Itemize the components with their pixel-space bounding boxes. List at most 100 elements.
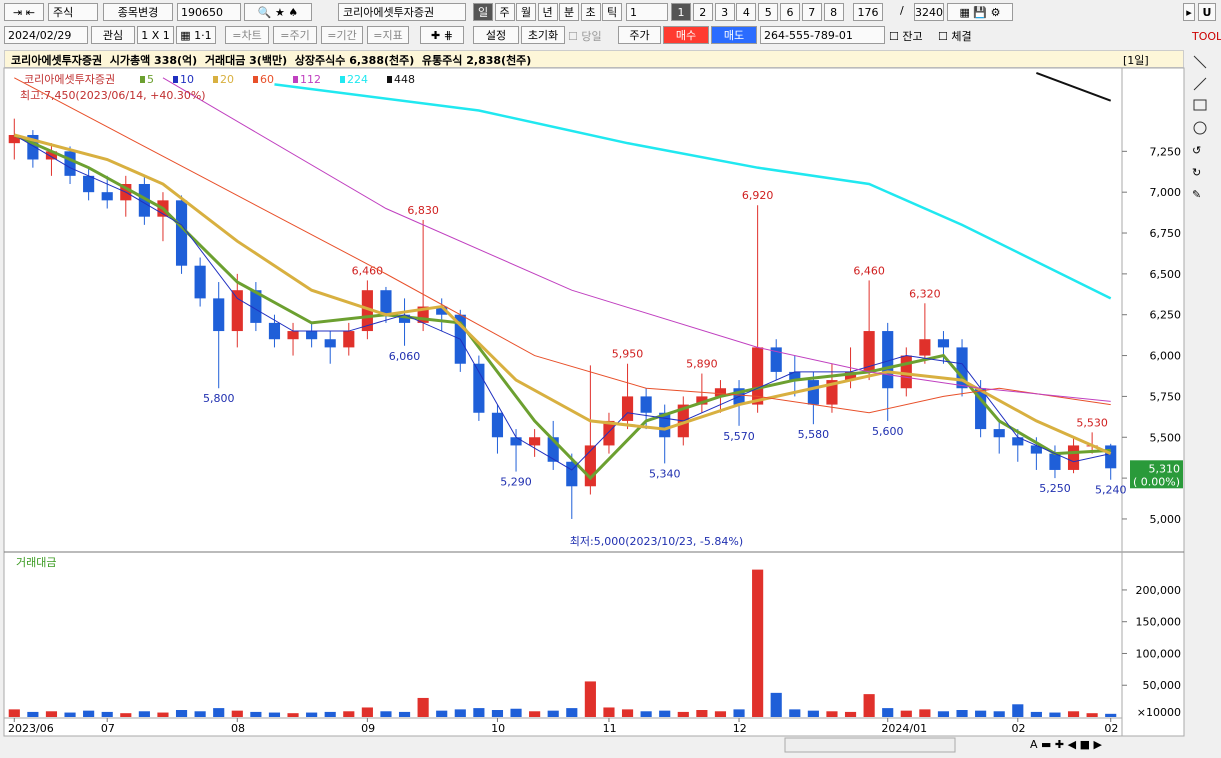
search-icons[interactable]: 🔍 ★ ♠ [244,3,312,21]
today-label: 당일 [581,30,602,43]
candle-body [1067,445,1080,470]
volume-bar [306,712,318,717]
x-tick-label: 10 [491,722,505,735]
candle-body [194,265,206,299]
low-label: 5,580 [798,428,830,441]
cross-icons[interactable]: ✚ ⋕ [420,26,464,44]
volume-bar [733,709,745,717]
volume-bar [566,708,578,717]
count-input[interactable]: 176 [853,3,883,21]
balance-check[interactable]: ☐ 잔고 [889,30,923,43]
page-button[interactable]: 8 [823,3,844,21]
legend-swatch [213,76,218,83]
tool-icons[interactable]: ▦ 💾 ⚙ [947,3,1013,21]
page-button[interactable]: 3 [714,3,735,21]
period-button[interactable]: 틱 [602,3,622,21]
x-tick-label: 12 [733,722,747,735]
tool-icon[interactable]: ↺ [1192,144,1201,157]
candle-body [584,445,596,487]
price-button[interactable]: 주가 [618,26,661,44]
volume-bar [584,681,596,717]
page-button[interactable]: 4 [736,3,757,21]
account-select[interactable]: 264-555-789-01 [760,26,885,44]
tool-icon[interactable] [1193,55,1207,69]
tool-icon[interactable] [1193,77,1207,91]
high-label: 5,890 [686,358,718,371]
ma-line [162,77,1111,402]
period-button[interactable]: 초 [580,3,601,21]
candle-body [566,461,578,487]
tool-icon[interactable]: ↻ [1192,166,1201,179]
x-tick-label: 02 [1104,722,1118,735]
candle-body [696,396,708,405]
volume-bar [529,711,541,717]
candle-body [473,363,485,413]
volume-bar [83,710,95,717]
tool-icon[interactable]: TOOL [1191,30,1221,43]
legend-entry: 10 [180,73,194,86]
candle-body [83,175,95,193]
page-button[interactable]: 5 [758,3,779,21]
range-button[interactable]: =기간 [321,26,363,44]
arrow[interactable]: ▸ [1183,3,1195,21]
reset-button[interactable]: 초기화 [521,26,565,44]
page-button[interactable]: 7 [801,3,822,21]
sell-button[interactable]: 매도 [711,26,757,44]
period-button[interactable]: 월 [516,3,536,21]
candle-body [64,151,76,176]
volume-bar [882,708,894,717]
layout-select[interactable]: 1 X 1 [137,26,174,44]
candle-body [919,339,931,356]
volume-bar [621,709,634,717]
filled-check[interactable]: ☐ 체결 [938,30,972,43]
pane-title: 거래대금 [16,556,56,569]
tool-icon[interactable] [1193,99,1207,111]
scrollbar[interactable] [784,737,956,753]
market-select[interactable]: 주식 [48,3,98,21]
cycle-button[interactable]: =주기 [273,26,317,44]
chart-button[interactable]: =차트 [225,26,269,44]
x-tick-label: 07 [101,722,115,735]
volume-bar [1030,711,1042,717]
candle-body [789,371,801,381]
page-button[interactable]: 2 [692,3,713,21]
today-check[interactable]: ☐ 당일 [568,30,602,43]
info-bar: 코리아에셋투자증권 시가총액 338(억) 거래대금 3(백만) 상장주식수 6… [4,50,1184,68]
volume-bar [417,697,429,717]
period-button[interactable]: 년 [537,3,558,21]
fav-button[interactable]: 관심 [91,26,135,44]
date-input[interactable]: 2024/02/29 [4,26,88,44]
legend-entry: 5 [147,73,154,86]
u-button[interactable]: U [1198,3,1216,21]
tool-icon[interactable]: ✎ [1192,188,1201,201]
high-label: 6,460 [853,264,885,277]
high-label: 5,530 [1076,416,1108,429]
nav-icons[interactable]: ⇥ ⇤ [4,3,44,21]
period-button[interactable]: 일 [473,3,493,21]
code-input[interactable]: 190650 [177,3,241,21]
candle-body [250,290,262,323]
volume-bar [398,711,411,717]
period-n[interactable]: 1 [626,3,668,21]
period-button[interactable]: 분 [559,3,579,21]
legend-entry: 448 [394,73,415,86]
candle-body [826,380,838,405]
page-button[interactable]: 1 [671,3,691,21]
y-tick-label: 7,250 [1150,145,1182,158]
zoom-icons[interactable]: A ▬ ✚ ◀ ■ ▶ [1030,738,1102,751]
candle-body [287,331,299,340]
legend-entry: 112 [300,73,321,86]
layout-icons[interactable]: ▦ 1·1 [176,26,216,44]
change-select[interactable]: 종목변경 [103,3,173,21]
indicator-button[interactable]: =지표 [367,26,409,44]
buy-button[interactable]: 매수 [663,26,709,44]
ma-line [274,83,1112,300]
settings-button[interactable]: 설정 [473,26,519,44]
tool-icon[interactable] [1193,121,1207,135]
candle-body [306,331,318,340]
period-button[interactable]: 주 [494,3,515,21]
candle-body [807,380,819,405]
volume-bar [844,711,857,717]
page-button[interactable]: 6 [780,3,800,21]
